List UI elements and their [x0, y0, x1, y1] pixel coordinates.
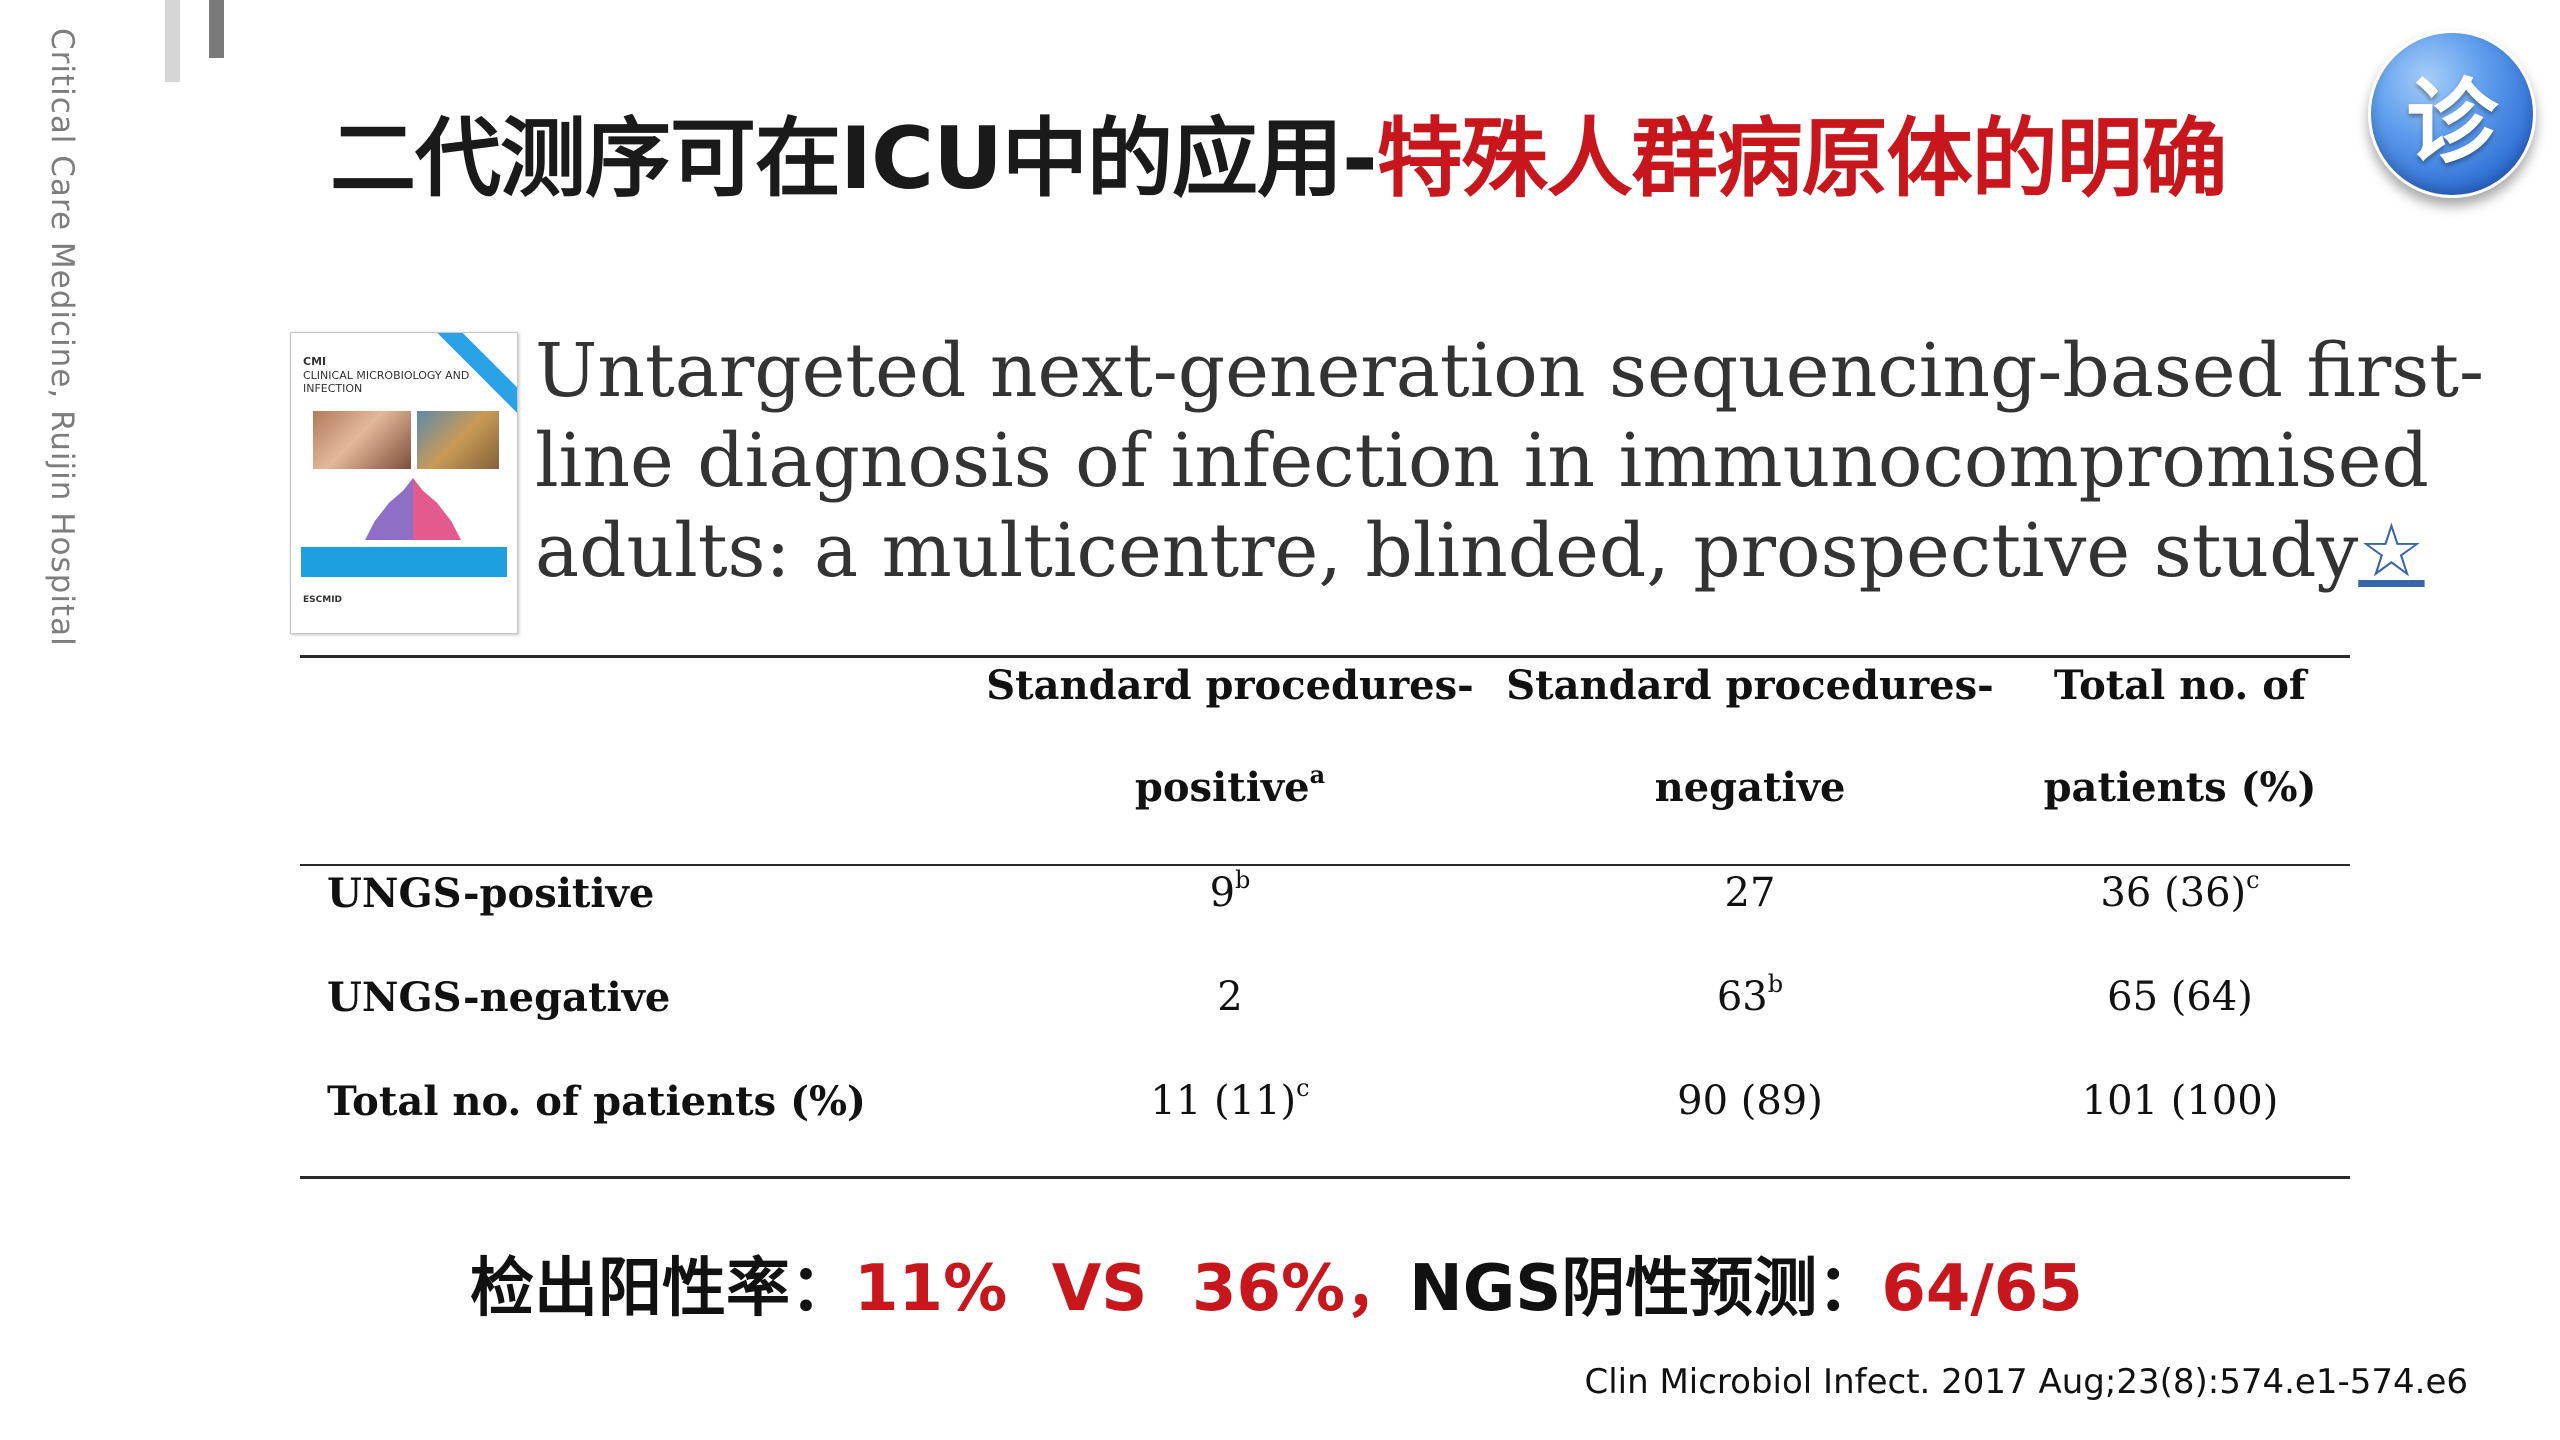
cover-journal-abbrev: CMI — [303, 355, 327, 368]
table-cell: 11 (11)c — [1150, 1074, 1310, 1124]
table-cell: 36 (36)c — [2100, 866, 2260, 916]
summary-separator: ， — [1345, 1252, 1410, 1326]
table-header-col1-line1: Standard procedures- — [986, 662, 1474, 709]
table-cell: 65 (64) — [2107, 974, 2253, 1020]
cover-photo-right — [417, 411, 499, 469]
slide-title: 二代测序可在ICU中的应用-特殊人群病原体的明确 — [330, 88, 2228, 213]
slide-title-highlight: 特殊人群病原体的明确 — [1376, 109, 2228, 209]
table-row-label: UNGS-negative — [327, 974, 671, 1021]
citation: Clin Microbiol Infect. 2017 Aug;23(8):57… — [1584, 1362, 2468, 1402]
badge-text: 诊 — [2405, 68, 2498, 176]
paper-title-text: Untargeted next-generation sequencing-ba… — [535, 328, 2485, 594]
cover-photo-left — [313, 411, 411, 469]
table-row-label: UNGS-positive — [327, 870, 655, 917]
table-header-col1-line2: positivea — [1134, 760, 1326, 811]
table-header-col2-line2: negative — [1654, 764, 1846, 811]
diagnosis-badge: 诊 — [2368, 30, 2536, 198]
table-row-label: Total no. of patients (%) — [327, 1078, 866, 1125]
summary-line: 检出阳性率：11% VS 36%，NGS阴性预测：64/65 — [470, 1237, 2083, 1329]
decor-bar-dark — [209, 0, 224, 58]
table-header-col3-line2: patients (%) — [2043, 764, 2317, 811]
table-bottom-rule — [300, 1176, 2350, 1179]
table-top-rule — [300, 655, 2350, 658]
summary-value1: 11% VS 36% — [854, 1252, 1346, 1326]
cover-publisher-logo: ESCMID — [303, 595, 343, 605]
cover-journal-name: CLINICAL MICROBIOLOGY AND INFECTION — [303, 369, 470, 395]
table-cell: 2 — [1217, 974, 1243, 1020]
cover-blue-bar — [301, 547, 507, 577]
summary-label2: NGS阴性预测： — [1409, 1252, 1882, 1326]
paper-title: Untargeted next-generation sequencing-ba… — [535, 326, 2495, 596]
table-cell: 90 (89) — [1677, 1078, 1823, 1124]
journal-cover: CMI CLINICAL MICROBIOLOGY AND INFECTION … — [290, 332, 518, 634]
table-header-col3-line1: Total no. of — [2053, 662, 2307, 709]
table-cell: 101 (100) — [2081, 1078, 2279, 1124]
table-header-col2-line1: Standard procedures- — [1506, 662, 1994, 709]
decor-bar-light — [165, 0, 180, 82]
cover-population-pyramid — [365, 478, 461, 540]
star-link-icon[interactable]: ☆ — [2358, 508, 2425, 594]
table-header-rule — [300, 864, 2350, 866]
table-cell: 63b — [1716, 970, 1784, 1020]
table-cell: 9b — [1209, 866, 1251, 916]
summary-label1: 检出阳性率： — [470, 1252, 854, 1326]
slide-title-main: 二代测序可在ICU中的应用- — [330, 109, 1378, 209]
table-cell: 27 — [1724, 870, 1776, 916]
sidebar-vertical-text: Critical Care Medicine, Ruijin Hospital — [44, 28, 80, 647]
summary-value2: 64/65 — [1881, 1252, 2083, 1326]
